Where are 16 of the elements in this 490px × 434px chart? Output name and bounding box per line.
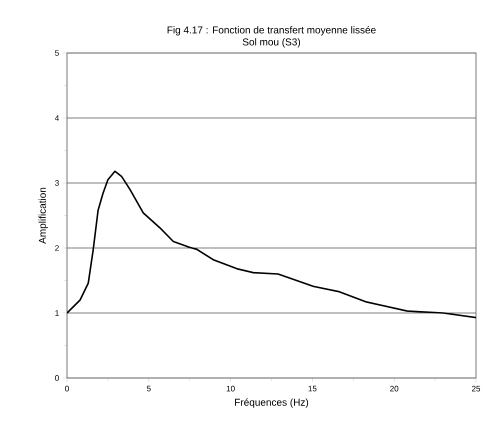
x-tick-label: 10: [226, 386, 235, 392]
x-tick-label: 15: [308, 386, 317, 392]
chart-title: Fig 4.17 : Fonction de transfert moyenne lissée: [168, 26, 376, 36]
x-tick-label: 0: [65, 386, 69, 392]
y-tick-label: 4: [54, 115, 59, 121]
y-tick-label: 1: [55, 310, 59, 316]
x-tick-label: 25: [472, 386, 480, 392]
y-axis-title: Amplification: [38, 188, 48, 244]
y-tick-label: 2: [55, 245, 59, 251]
chart-subtitle: Sol mou (S3): [242, 38, 300, 48]
x-tick-label: 5: [146, 386, 151, 392]
y-tick-label: 3: [55, 180, 59, 186]
y-tick-label: 5: [55, 50, 59, 56]
x-tick-label: 20: [390, 386, 398, 392]
x-axis-title: Fréquences (Hz): [235, 398, 308, 408]
y-tick-label: 0: [55, 375, 59, 381]
